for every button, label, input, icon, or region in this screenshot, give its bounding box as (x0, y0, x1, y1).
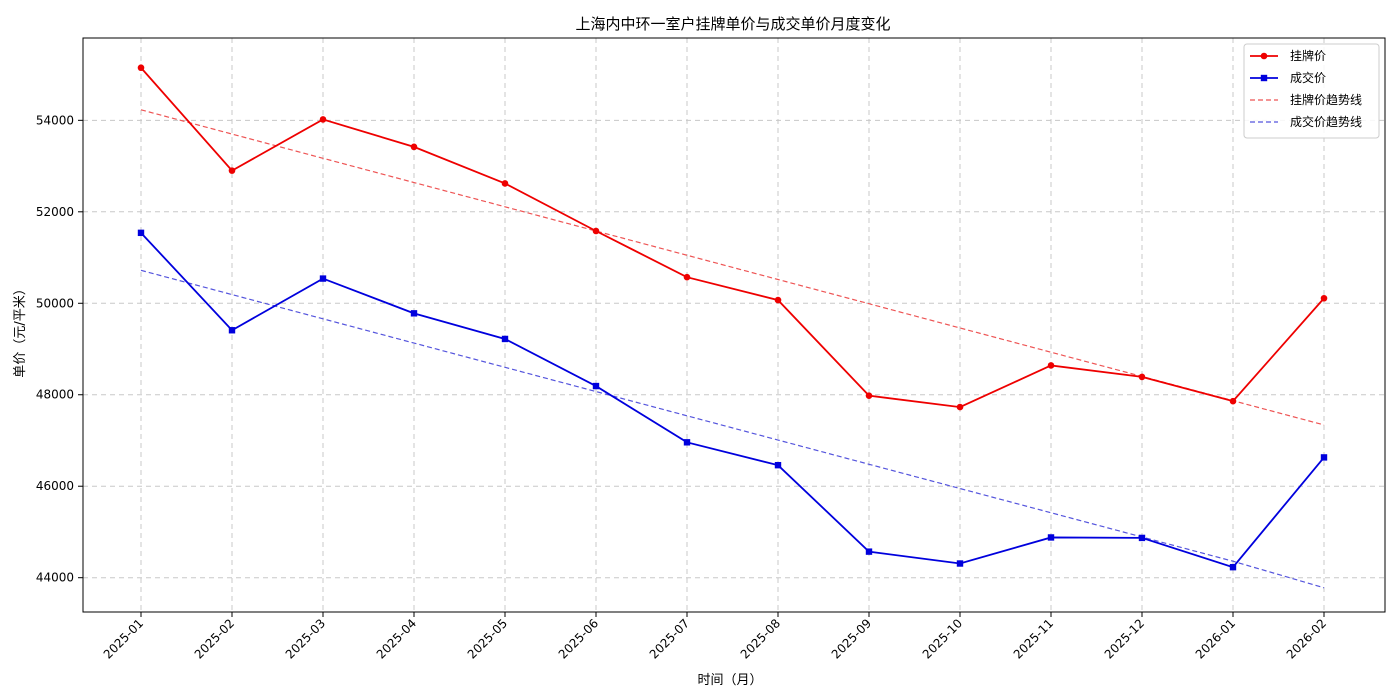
legend-label: 成交价 (1290, 70, 1326, 85)
x-tick-label: 2025-12 (1102, 616, 1147, 661)
x-tick-label: 2025-09 (829, 616, 874, 661)
series-line-1 (140, 232, 1325, 569)
x-tick-label: 2025-01 (101, 616, 146, 661)
data-point (683, 273, 691, 281)
data-point (1138, 534, 1146, 542)
data-point (1229, 563, 1237, 571)
data-point (501, 180, 509, 187)
y-tick-label: 48000 (36, 388, 74, 402)
data-point (137, 229, 145, 237)
data-point (1138, 373, 1146, 381)
legend-label: 挂牌价 (1290, 49, 1326, 63)
y-tick-label: 52000 (36, 205, 74, 219)
data-point (410, 143, 418, 151)
legend-label: 成交价趋势线 (1290, 114, 1362, 129)
x-tick-label: 2025-10 (920, 616, 965, 661)
data-point (228, 327, 236, 334)
data-point (592, 382, 600, 390)
x-tick-label: 2025-02 (192, 616, 237, 661)
data-point (319, 116, 327, 123)
x-tick-label: 2025-06 (556, 616, 601, 661)
x-tick-label: 2025-08 (738, 616, 783, 661)
y-tick-label: 46000 (36, 479, 74, 493)
chart-title: 上海内中环一室户挂牌单价与成交单价月度变化 (575, 15, 890, 33)
data-point (1229, 397, 1237, 405)
series-line-3 (140, 269, 1325, 589)
data-point (956, 403, 964, 411)
data-point (683, 439, 691, 446)
x-tick-label: 2025-11 (1011, 616, 1056, 661)
data-point (137, 64, 145, 72)
legend-marker (1260, 52, 1268, 60)
data-point (501, 335, 509, 343)
data-point (865, 548, 873, 555)
data-point (228, 167, 236, 174)
x-tick-label: 2026-01 (1193, 616, 1238, 661)
y-tick-label: 44000 (36, 571, 74, 585)
data-series (137, 64, 1328, 571)
legend-marker (1260, 74, 1268, 82)
x-axis: 2025-01 2025-02 2025-03 2025-04 2025-05 2025-… (101, 612, 1329, 662)
data-point (319, 275, 327, 282)
x-tick-label: 2026-02 (1284, 616, 1329, 661)
data-point (956, 560, 964, 567)
legend-box (1243, 43, 1380, 139)
data-point (1320, 294, 1328, 302)
x-tick-label: 2025-05 (465, 616, 510, 661)
data-point (1320, 454, 1328, 461)
data-point (1047, 534, 1055, 541)
data-point (865, 392, 873, 399)
plot-frame (82, 37, 1386, 613)
data-point (410, 310, 418, 317)
data-point (592, 227, 600, 235)
y-axis-title: 单价（元/平米） (13, 282, 28, 377)
data-point (774, 296, 782, 304)
series-line-0 (140, 67, 1325, 409)
gridlines (83, 38, 1385, 612)
x-tick-label: 2025-03 (283, 616, 328, 661)
data-point (774, 461, 782, 469)
x-tick-label: 2025-07 (647, 616, 692, 661)
y-axis: 44000 46000 48000 50000 52000 54000 (36, 113, 83, 585)
y-tick-label: 54000 (36, 113, 74, 127)
x-axis-title: 时间（月） (697, 673, 762, 688)
series-line-2 (140, 109, 1325, 426)
legend-label: 挂牌价趋势线 (1290, 93, 1362, 107)
x-tick-label: 2025-04 (374, 616, 419, 661)
data-point (1047, 362, 1055, 369)
trend-lines (140, 109, 1325, 589)
y-tick-label: 50000 (36, 296, 74, 310)
